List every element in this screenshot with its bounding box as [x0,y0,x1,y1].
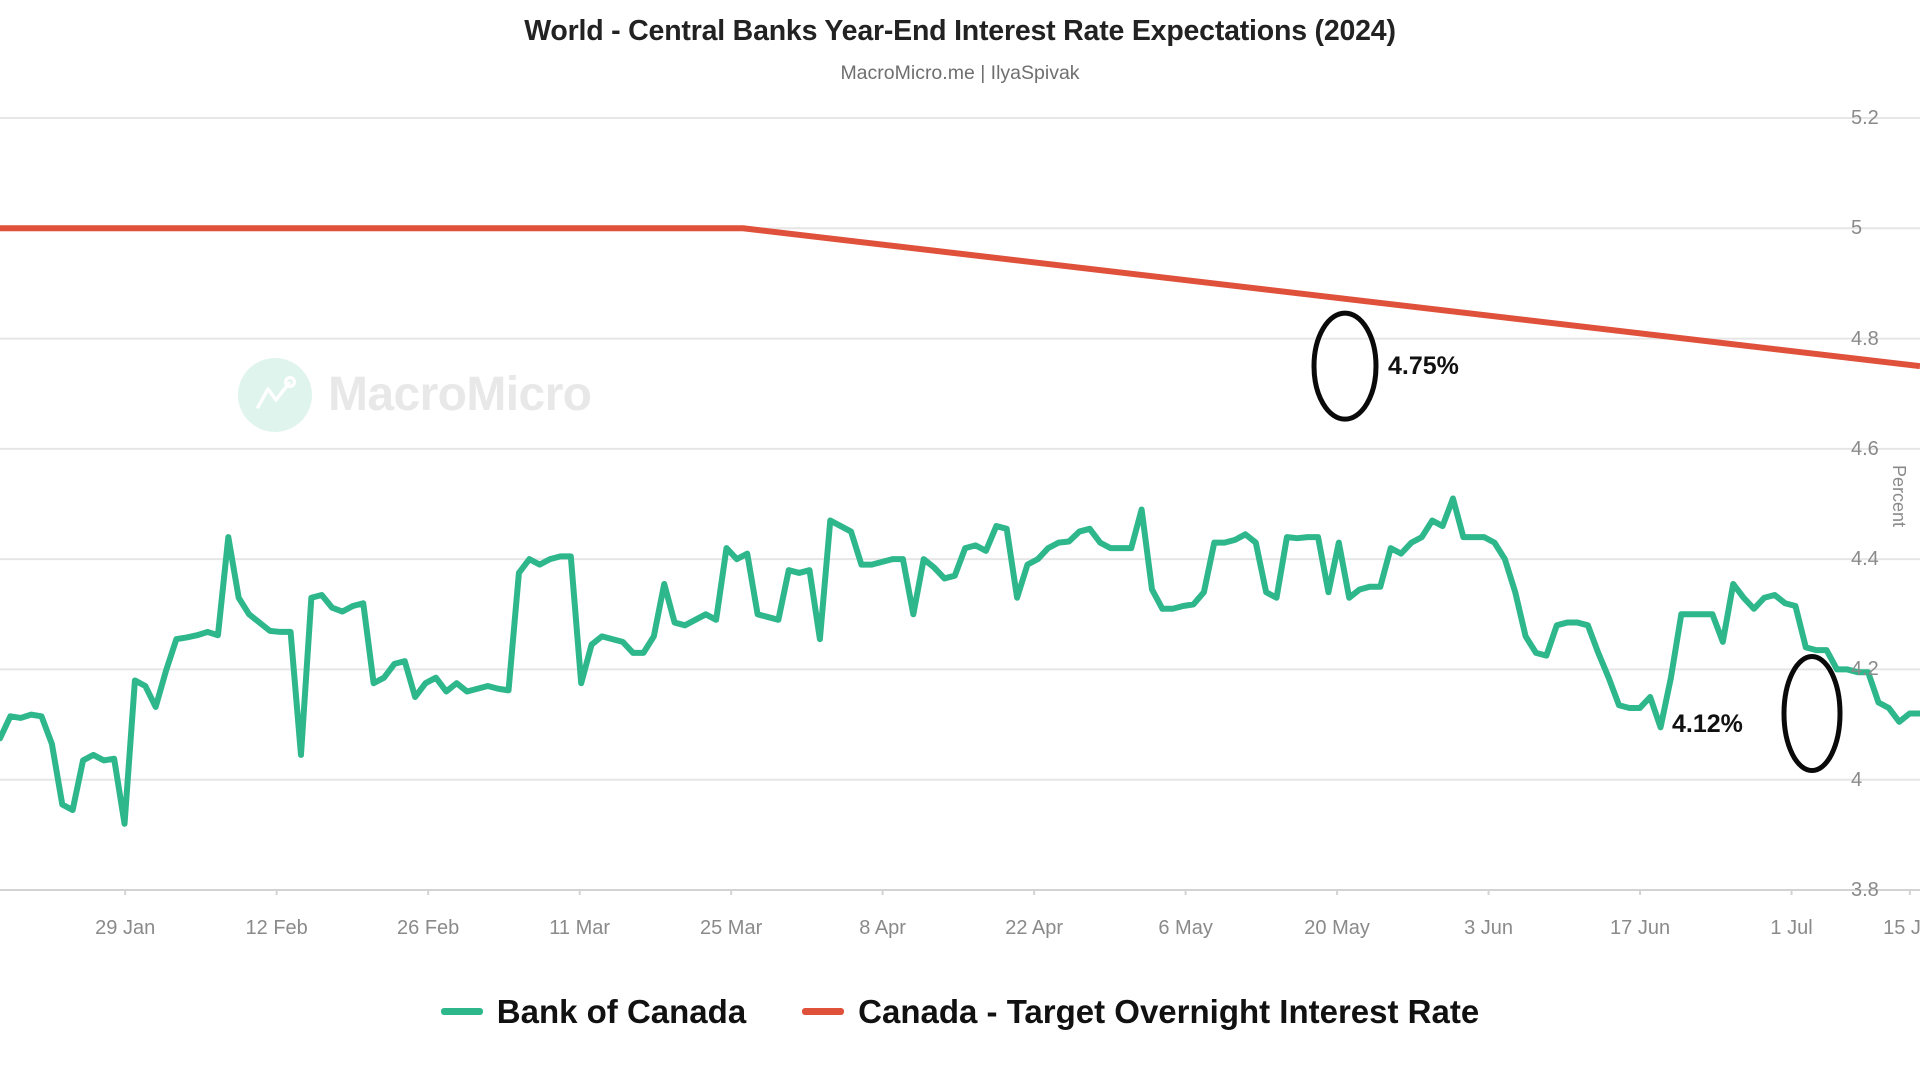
y-axis-tick-label: 5.2 [1851,107,1879,129]
legend-swatch-target-overnight-rate [802,1008,845,1015]
y-axis-tick-label: 5 [1851,217,1863,240]
y-axis-tick-label: 3.8 [1851,879,1879,901]
chart-subtitle: MacroMicro.me | IlyaSpivak [840,61,1080,84]
x-axis-tick-label: 8 Apr [859,917,906,939]
page-title: World - Central Banks Year-End Interest … [524,15,1396,47]
x-axis-tick-label: 22 Apr [1005,917,1064,939]
y-axis-tick-label: 4.8 [1851,327,1879,350]
x-axis-tick-label: 12 Feb [245,917,308,939]
x-axis-tick-label: 17 Jun [1610,917,1671,939]
y-axis-title: Percent [1889,465,1909,528]
chart-canvas [0,117,1920,895]
y-axis-tick-label: 4.2 [1851,658,1879,681]
x-axis-tick-label: 29 Jan [95,917,156,939]
x-axis-tick-label: 11 Mar [549,917,611,939]
legend-item-bank-of-canada[interactable]: Bank of Canada [440,993,747,1030]
legend-label-bank-of-canada: Bank of Canada [496,993,747,1030]
x-axis-tick-label: 15 Jul [1883,917,1920,939]
annotation-ellipse-475 [1311,310,1379,422]
x-axis-tick-label: 26 Feb [397,917,460,939]
y-axis-tick-label: 4.4 [1851,548,1879,571]
series-line-bank-of-canada [0,495,1920,827]
legend-item-target-overnight-rate[interactable]: Canada - Target Overnight Interest Rate [802,995,1479,1028]
chart-legend: Bank of Canada Canada - Target Overnight… [0,995,1920,1028]
y-axis-tick-label: 4 [1851,768,1863,791]
x-axis-tick-label: 3 Jun [1464,917,1514,939]
annotation-ellipse-412 [1781,654,1843,774]
x-axis-tick-label: 20 May [1304,917,1370,939]
gridlines [0,117,1920,891]
x-axis-tick-label: 25 Mar [700,917,763,939]
annotation-label-475: 4.75% [1388,352,1459,381]
x-axis-ticks [124,890,1911,895]
legend-swatch-bank-of-canada [440,1008,483,1015]
annotation-label-412: 4.12% [1672,709,1743,738]
x-axis-tick-label: 1 Jul [1770,917,1813,939]
x-axis-tick-label: 6 May [1158,917,1213,939]
legend-label-target-overnight-rate: Canada - Target Overnight Interest Rate [858,993,1480,1030]
chart-header: World - Central Banks Year-End Interest … [0,0,1920,85]
plot-area: MacroMicro 5.2 5 4.8 4.6 4.4 4.2 4 3.8 Percent 29… [0,107,1920,938]
y-axis-tick-label: 4.6 [1851,437,1879,460]
series-line-target-overnight-rate [0,225,1920,370]
